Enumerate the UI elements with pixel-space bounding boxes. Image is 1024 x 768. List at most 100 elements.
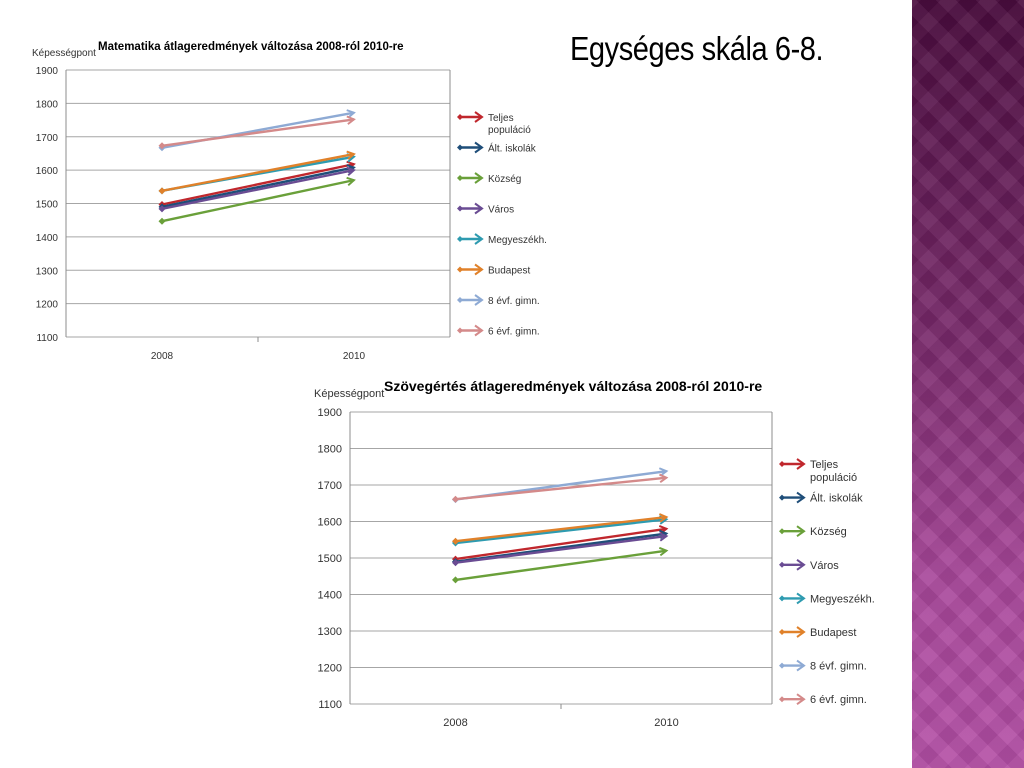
legend-item: Megyeszékh. [457,233,547,246]
series-line [161,115,356,147]
y-tick-label: 1300 [36,266,59,277]
series-line [455,529,669,563]
legend-swatch-arrow [474,202,484,215]
legend-item: 8 évf. gimn. [457,294,540,307]
x-tick-label: 2010 [654,717,678,729]
y-tick-label: 1400 [36,233,59,244]
legend-label: Ált. iskolák [810,492,863,505]
y-axis-label: Képességpont [314,388,384,400]
y-tick-label: 1700 [318,480,342,492]
legend-swatch-diamond [779,461,785,467]
legend-item: Község [457,172,521,185]
legend-item: Város [457,202,514,216]
series-line [161,166,356,211]
legend-swatch-diamond [779,528,785,535]
legend-swatch-diamond [457,114,463,120]
legend-label-line: Teljes [488,113,514,124]
y-tick-label: 1300 [318,626,342,638]
y-tick-label: 1800 [36,99,59,110]
y-tick-label: 1600 [36,166,59,177]
legend-item: Budapest [779,626,856,639]
data-point-marker [158,205,166,213]
series-line [455,532,669,564]
legend-label: Város [488,205,514,216]
data-point-marker [158,142,166,150]
legend-item: 8 évf. gimn. [779,659,867,673]
legend-item: Teljes populáció [779,458,857,484]
legend-swatch-arrow [474,294,484,306]
x-tick-label: 2008 [443,717,467,729]
series-line [455,525,669,561]
y-tick-label: 1100 [318,699,342,711]
legend-swatch-diamond [779,494,785,501]
legend-swatch-arrow [474,172,484,184]
legend-label: Budapest [810,627,856,639]
legend-item: Ált. iskolák [457,142,537,155]
chart-title: Matematika átlageredmények változása 200… [98,41,404,53]
decorative-side-band [912,0,1024,768]
legend-swatch-arrow [796,592,806,605]
legend-swatch-diamond [779,561,785,568]
legend-swatch-diamond [779,595,785,602]
legend-item: Megyeszékh. [779,592,875,605]
y-tick-label: 1200 [318,663,342,675]
legend-label-line: Teljes [810,459,839,471]
chart-title: Szövegértés átlageredmények változása 20… [384,378,762,394]
math-chart: Matematika átlageredmények változása 200… [32,41,547,362]
legend-swatch-arrow [796,693,806,706]
legend-label: Budapest [488,266,530,277]
data-point-marker [452,576,459,584]
legend-label: Község [810,526,847,538]
data-point-marker [452,537,459,545]
x-tick-label: 2010 [343,351,366,362]
y-tick-label: 1200 [36,300,59,311]
legend-swatch-diamond [457,236,463,242]
legend-swatch-diamond [457,266,463,273]
legend-item: Város [779,558,839,572]
y-axis-label: Képességpont [32,48,96,59]
legend-swatch-diamond [457,297,463,303]
legend-label: 6 évf. gimn. [488,327,540,338]
series-line [455,515,669,545]
series-line [455,473,669,501]
legend-label-line: populáció [810,472,857,484]
legend-label: Megyeszékh. [488,235,547,246]
y-tick-label: 1500 [36,200,59,211]
series-line [161,164,356,209]
slide-title: Egységes skála 6-8. [570,30,824,67]
legend-item: Ált. iskolák [779,492,863,505]
series-line [455,546,669,582]
legend-item: Budapest [457,263,530,277]
y-tick-label: 1800 [318,444,342,456]
y-tick-label: 1100 [36,333,58,344]
y-tick-label: 1600 [318,517,342,529]
series-line [161,176,356,223]
legend-swatch-arrow [796,558,806,571]
legend-swatch-diamond [779,662,785,669]
y-tick-label: 1900 [318,407,342,419]
legend-swatch-diamond [457,205,463,212]
legend-label: Város [810,560,839,572]
y-tick-label: 1500 [318,553,342,565]
reading-chart: Szövegértés átlageredmények változása 20… [314,378,875,729]
legend-label: Község [488,174,521,185]
legend-swatch-diamond [779,696,785,703]
y-tick-label: 1400 [318,590,342,602]
legend-swatch-arrow [474,324,484,337]
legend-label: 6 évf. gimn. [810,694,867,706]
legend-swatch-arrow [796,626,806,638]
legend-label: Teljes populáció [810,459,857,484]
legend-label-line: populáció [488,125,531,136]
legend-item: 6 évf. gimn. [779,693,867,706]
legend-swatch-arrow [474,111,484,123]
legend-item: Teljes populáció [457,111,531,136]
legend-swatch-arrow [474,141,484,154]
legend-swatch-arrow [796,491,806,504]
legend-item: 6 évf. gimn. [457,324,540,338]
y-tick-label: 1900 [36,66,59,77]
series-line [161,160,356,206]
x-tick-label: 2008 [151,351,174,362]
legend-swatch-arrow [474,233,484,245]
y-tick-label: 1700 [36,133,59,144]
legend-label: 8 évf. gimn. [488,296,540,307]
